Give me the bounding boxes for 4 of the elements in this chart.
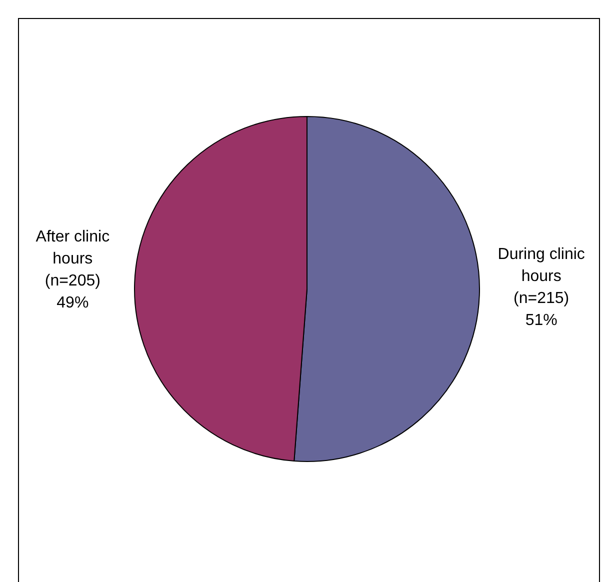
slice-label: After clinic hours	[36, 228, 110, 268]
slice-label: During clinic hours	[498, 246, 585, 286]
data-label: (n=205) 49%	[44, 272, 100, 312]
data-label: (n=215) 51%	[514, 290, 570, 330]
